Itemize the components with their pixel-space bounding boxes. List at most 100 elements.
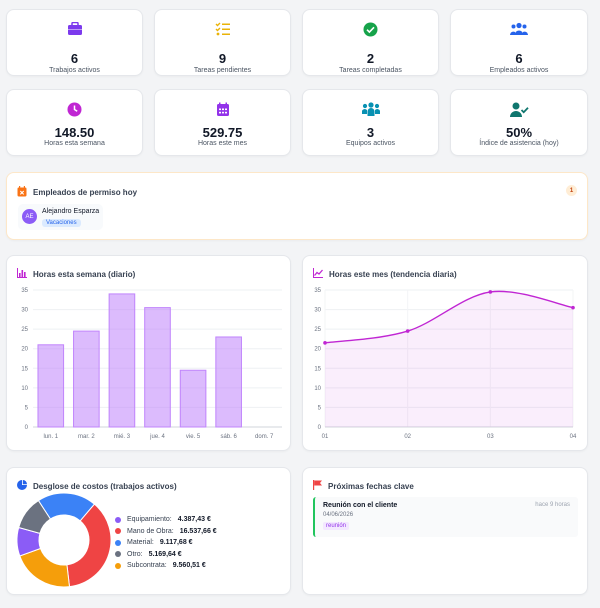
month-area-chart: 0 5 10 15 20 25 30 35 01 02 03 04	[314, 288, 577, 440]
month-chart-title: Horas este mes (tendencia diaria)	[313, 268, 457, 280]
stat-value: 6	[515, 51, 523, 66]
x-tick-label: lun. 1	[43, 434, 58, 440]
x-tick-label: mar. 2	[78, 434, 95, 440]
deadline-time-ago: hace 9 horas	[535, 502, 570, 508]
employee-name: Alejandro Esparza	[42, 208, 100, 215]
x-tick-label: vie. 5	[186, 434, 201, 440]
stat-label: Horas esta semana	[44, 140, 105, 147]
leave-panel: Empleados de permiso hoy 1 AE Alejandro …	[6, 172, 588, 240]
data-point	[323, 341, 327, 345]
legend-value: 9.560,51 €	[172, 562, 206, 570]
briefcase-icon	[7, 22, 142, 40]
x-tick-label: sáb. 6	[220, 434, 237, 440]
bar	[73, 330, 100, 428]
legend-label: Subcontrata:	[127, 562, 167, 570]
x-tick-label: dom. 7	[255, 434, 274, 440]
week-chart-title: Horas esta semana (diario)	[17, 268, 135, 280]
teams-icon	[303, 102, 438, 120]
key-dates-title-text: Próximas fechas clave	[328, 481, 414, 491]
stat-value: 6	[70, 51, 79, 66]
y-tick-label: 20	[21, 347, 28, 353]
stat-label: Empleados activos	[489, 67, 549, 74]
legend-dot	[115, 516, 121, 523]
data-point	[405, 329, 410, 333]
stat-label: Trabajos activos	[49, 67, 100, 74]
week-bar-chart: 0 5 10 15 20 25 30 35 lun. 1 mar. 2 mié. 3 jue. 4 vi…	[21, 288, 282, 440]
leave-type-badge: Vacaciones	[42, 219, 81, 227]
leave-panel-title: Empleados de permiso hoy	[17, 186, 137, 199]
x-tick-label: 01	[322, 434, 329, 440]
legend-item: Material: 9.117,68 €	[115, 537, 217, 549]
legend-value: 16.537,66 €	[179, 527, 217, 535]
check-circle-icon	[303, 22, 438, 40]
area-fill	[325, 291, 573, 427]
stat-card-attendance: 50% Índice de asistencia (hoy)	[450, 89, 588, 156]
data-point	[571, 305, 575, 310]
key-dates-panel: Próximas fechas clave Reunión con el cli…	[302, 467, 588, 595]
bar	[108, 293, 136, 428]
legend-dot	[115, 528, 121, 535]
legend-dot	[115, 551, 121, 558]
leave-count-badge: 1	[566, 185, 577, 196]
bar	[215, 336, 242, 428]
user-check-icon	[451, 102, 587, 120]
bar-chart-icon	[17, 268, 27, 280]
legend-item: Mano de Obra: 16.537,66 €	[115, 526, 217, 538]
month-title-text: Horas este mes (tendencia diaria)	[329, 269, 457, 279]
avatar: AE	[22, 209, 37, 224]
stat-value: 2	[366, 51, 375, 66]
bar	[179, 369, 207, 428]
deadline-item[interactable]: Reunión con el cliente hace 9 horas 04/0…	[313, 497, 578, 537]
calendar-icon	[155, 102, 290, 120]
stat-card-active-jobs: 6 Trabajos activos	[6, 9, 143, 76]
deadline-title: Reunión con el cliente	[323, 502, 398, 509]
legend-value: 5.169,64 €	[148, 550, 182, 558]
stat-label: Tareas pendientes	[193, 67, 252, 74]
donut-slice	[66, 503, 112, 588]
x-tick-label: 03	[487, 434, 494, 440]
y-tick-label: 10	[21, 386, 28, 392]
y-tick-label: 15	[314, 366, 321, 372]
stat-value: 3	[366, 125, 375, 140]
stat-value: 148.50	[54, 125, 95, 140]
task-list-icon	[155, 22, 290, 40]
legend-dot	[115, 562, 121, 569]
legend-item: Subcontrata: 9.560,51 €	[115, 560, 217, 572]
leave-employee-item[interactable]: AE Alejandro Esparza Vacaciones	[18, 204, 103, 230]
legend-label: Otro:	[127, 550, 143, 558]
pie-chart-icon	[17, 480, 27, 492]
legend-item: Otro: 5.169,64 €	[115, 549, 217, 561]
stat-label: Tareas completadas	[339, 67, 402, 74]
costs-legend: Equipamiento: 4.387,43 € Mano de Obra: 16.…	[115, 514, 217, 572]
y-tick-label: 25	[314, 327, 321, 333]
costs-panel: Desglose de costos (trabajos activos) Eq…	[6, 467, 291, 595]
stat-value: 9	[218, 51, 227, 66]
stat-label: Equipos activos	[345, 140, 396, 147]
y-tick-label: 35	[21, 288, 28, 294]
stat-card-completed-tasks: 2 Tareas completadas	[302, 9, 439, 76]
stat-card-active-employees: 6 Empleados activos	[450, 9, 588, 76]
legend-label: Material:	[127, 539, 154, 547]
deadline-type-badge: reunión	[323, 522, 350, 530]
month-hours-panel: Horas este mes (tendencia diaria) 0 5 10 15…	[302, 255, 588, 451]
flag-icon	[313, 480, 322, 492]
clock-icon	[7, 102, 142, 120]
y-tick-label: 0	[318, 425, 322, 431]
calendar-x-icon	[17, 186, 27, 199]
legend-dot	[115, 539, 121, 546]
donut-slice	[19, 547, 71, 588]
data-point	[488, 290, 493, 294]
stat-card-active-teams: 3 Equipos activos	[302, 89, 439, 156]
x-tick-label: jue. 4	[149, 434, 165, 440]
y-tick-label: 30	[21, 308, 28, 314]
costs-donut-chart	[16, 492, 112, 588]
y-tick-label: 25	[21, 327, 28, 333]
week-title-text: Horas esta semana (diario)	[33, 269, 136, 279]
series-line	[324, 290, 574, 344]
stat-label: Horas este mes	[197, 140, 248, 147]
costs-title-text: Desglose de costos (trabajos activos)	[33, 481, 177, 491]
legend-item: Equipamiento: 4.387,43 €	[115, 514, 217, 526]
key-dates-title: Próximas fechas clave	[313, 480, 414, 492]
legend-value: 4.387,43 €	[177, 516, 211, 524]
stat-card-hours-week: 148.50 Horas esta semana	[6, 89, 143, 156]
